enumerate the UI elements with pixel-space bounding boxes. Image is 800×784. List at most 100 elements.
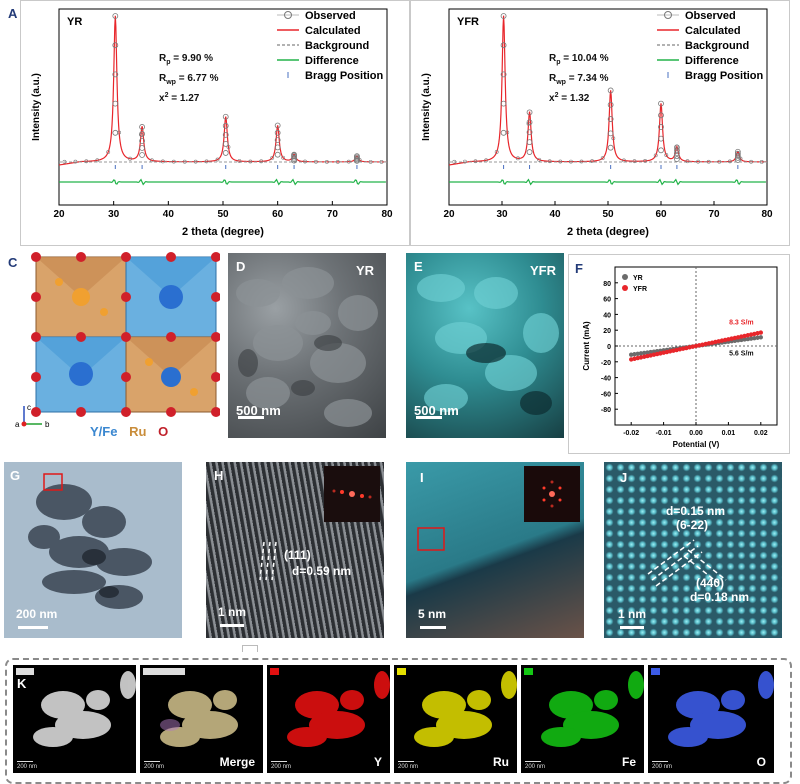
scale-bar	[220, 624, 244, 627]
series-point	[651, 349, 657, 354]
x-tick-label: 30	[108, 209, 120, 220]
tile-label: Ru	[493, 755, 509, 769]
y-tick-label: 20	[603, 328, 611, 335]
panel-label-i: I	[420, 470, 424, 485]
legend-swatch	[622, 274, 628, 280]
observed-point	[734, 155, 741, 161]
hrtem-image-yfr: I 5 nm	[406, 462, 584, 638]
scale-label: 1 nm	[618, 607, 647, 621]
series-point	[755, 335, 760, 340]
observed-point	[526, 121, 531, 126]
x-tick-label: 80	[381, 209, 393, 220]
observed-point	[270, 155, 275, 160]
observed-point	[500, 71, 507, 78]
eds-ru-tile: 200 nm Ru	[394, 665, 517, 773]
legend-label: Observed	[305, 10, 356, 22]
x-tick-label: 60	[272, 209, 284, 220]
observed-point	[139, 132, 143, 137]
observed-point	[62, 159, 67, 164]
observed-point	[673, 150, 680, 157]
rwp-annotation: Rwp = 6.77 %	[159, 73, 219, 86]
series-point	[748, 336, 754, 341]
scale-bar	[416, 416, 442, 419]
observed-point	[204, 159, 209, 164]
observed-point	[547, 159, 552, 164]
sem-yr-sample: YR	[355, 263, 374, 278]
observed-point	[139, 124, 145, 130]
d-spacing-label: d=0.59 nm	[292, 564, 352, 578]
tile-tag	[16, 668, 34, 675]
scale-label: 5 nm	[418, 607, 447, 621]
xrd-chart-yr: 20 30 40 50 60 70 80 2 theta (degree) Intensity …	[31, 8, 393, 238]
observed-point	[73, 159, 78, 164]
tile-tag	[143, 668, 185, 675]
observed-point	[484, 158, 489, 163]
tile-scale-label: 200 nm	[398, 764, 419, 770]
observed-point	[500, 42, 507, 49]
x-tick-label: 80	[761, 209, 773, 220]
observed-point	[526, 109, 533, 116]
tile-scale-label: 200 nm	[652, 764, 673, 770]
series-point	[629, 352, 634, 357]
legend-label: Difference	[305, 55, 359, 67]
panel-label-j: J	[620, 470, 628, 485]
series-point	[635, 351, 640, 357]
series-point	[739, 337, 744, 343]
y-axis-label: Intensity (a.u.)	[31, 73, 42, 141]
observed-point	[226, 145, 231, 149]
observed-point	[182, 159, 187, 164]
observed-point	[112, 71, 119, 78]
observed-point	[139, 145, 145, 151]
observed-point	[600, 156, 605, 161]
eds-haadf-tile: 200 nm	[13, 665, 136, 773]
y-axis-label: Intensity (a.u.)	[421, 73, 432, 141]
observed-point	[324, 159, 329, 164]
observed-point	[537, 157, 542, 162]
legend-label: Calculated	[685, 25, 741, 37]
sample-label: YR	[67, 16, 82, 28]
observed-point	[473, 159, 478, 164]
y-tick-label: 60	[603, 297, 611, 304]
series-point	[758, 330, 763, 335]
observed-point	[379, 160, 384, 164]
x-tick-label: 50	[602, 209, 614, 220]
legend-label: Difference	[685, 55, 739, 67]
observed-point	[463, 159, 467, 164]
legend-label: YR	[633, 275, 643, 282]
iv-chart: -0.02 -0.01 0.00 0.01 0.02 -80 -60 -40 -20 0 20 40 6…	[582, 266, 778, 449]
observed-point	[658, 112, 664, 119]
difference-line	[449, 178, 766, 186]
xrd-chart-yfr: 20 30 40 50 60 70 80 2 theta (degree) Intensity …	[421, 8, 773, 238]
eds-y-tile: 200 nm Y	[267, 665, 390, 773]
selection-box	[417, 527, 445, 551]
observed-point	[160, 159, 165, 164]
x-axis-label: Potential (V)	[673, 440, 720, 449]
observed-point	[139, 152, 145, 158]
fft-inset	[524, 466, 580, 522]
observed-point	[673, 153, 680, 160]
observed-point	[516, 156, 520, 161]
plot-frame	[58, 8, 388, 206]
observed-point	[274, 137, 281, 144]
observed-point	[685, 159, 690, 164]
legend-swatch	[622, 285, 628, 291]
sample-label: YFR	[457, 16, 479, 28]
observed-point	[95, 158, 100, 163]
axis-a-label: a	[15, 420, 20, 429]
eds-o-tile: 200 nm O	[648, 665, 774, 773]
observed-point	[658, 124, 664, 130]
observed-point	[759, 159, 764, 164]
observed-point	[357, 158, 362, 162]
observed-point	[590, 159, 595, 164]
hrtem-image-yr: H (111) d=0.59 nm 1 nm	[206, 462, 384, 638]
x-tick-label: 0.01	[722, 430, 736, 437]
x-tick-label: 50	[217, 209, 229, 220]
tile-tag	[397, 668, 406, 675]
observed-point	[274, 129, 281, 136]
x-tick-label: 20	[53, 209, 65, 220]
observed-point	[259, 159, 264, 164]
tile-label: O	[756, 755, 766, 769]
y-axis-label: Current (mA)	[582, 321, 591, 371]
legend-label: Bragg Position	[305, 70, 384, 82]
scale-bar	[420, 626, 446, 629]
